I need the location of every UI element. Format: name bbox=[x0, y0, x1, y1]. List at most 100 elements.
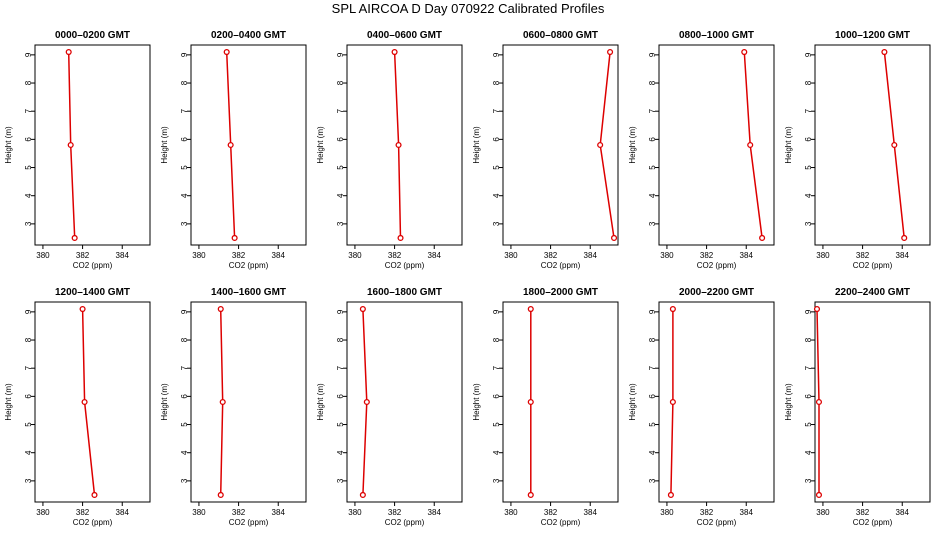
panel-9-y-tick-label: 4 bbox=[336, 450, 345, 455]
panel-3-y-tick-label: 5 bbox=[336, 165, 345, 170]
panel-12-data-point bbox=[815, 491, 823, 499]
panel-5-data-point bbox=[741, 48, 748, 56]
panel-4-y-tick-label: 5 bbox=[492, 165, 501, 170]
panel-7-data-point bbox=[81, 398, 88, 406]
panel-3-y-tick-label: 8 bbox=[336, 80, 345, 85]
panel-1-x-tick-label: 382 bbox=[76, 251, 90, 260]
panel-9-y-tick-label: 7 bbox=[336, 365, 345, 370]
panel-12-y-tick-label: 8 bbox=[804, 337, 813, 342]
panel-7-x-tick-label: 380 bbox=[36, 508, 50, 517]
panel-5-data-point bbox=[747, 141, 754, 149]
panel-1-data-point bbox=[67, 141, 74, 149]
panel-5-y-tick-label: 6 bbox=[648, 137, 657, 142]
panel-6-y-tick-label: 7 bbox=[804, 108, 813, 113]
panel-12-y-tick-label: 3 bbox=[804, 478, 813, 483]
panel-11-x-axis-label: CO2 (ppm) bbox=[697, 518, 737, 527]
panel-9-y-tick-label: 5 bbox=[336, 422, 345, 427]
panel-5-data-point bbox=[759, 234, 766, 242]
panel-4-x-axis-label: CO2 (ppm) bbox=[541, 261, 581, 270]
panel-7-x-tick-label: 382 bbox=[76, 508, 90, 517]
panel-1-plot-frame bbox=[34, 44, 151, 246]
panel-1-y-tick-label: 3 bbox=[24, 221, 33, 226]
panel-5-title: 0800–1000 GMT bbox=[679, 30, 754, 41]
panel-10-y-tick-label: 3 bbox=[492, 478, 501, 483]
panel-2-y-tick-label: 7 bbox=[180, 108, 189, 113]
panel-7-y-tick-label: 9 bbox=[24, 309, 33, 314]
panel-5-x-tick-label: 380 bbox=[660, 251, 674, 260]
panel-5-x-tick-label: 384 bbox=[740, 251, 754, 260]
panel-11-data-point bbox=[667, 491, 674, 499]
panel-2-x-axis-label: CO2 (ppm) bbox=[229, 261, 269, 270]
panel-3-y-tick-label: 4 bbox=[336, 193, 345, 198]
panel-10-y-tick-label: 4 bbox=[492, 450, 501, 455]
panel-1-data-point bbox=[65, 48, 72, 56]
panel-2-data-point bbox=[223, 48, 230, 56]
panel-8-title: 1400–1600 GMT bbox=[211, 287, 286, 298]
panel-7-y-axis-label: Height (m) bbox=[4, 383, 13, 421]
panel-12-plot-frame bbox=[814, 301, 931, 503]
panel-3-plot-frame bbox=[346, 44, 463, 246]
panel-4-x-tick-label: 380 bbox=[504, 251, 518, 260]
panel-5-y-tick-label: 3 bbox=[648, 221, 657, 226]
panel-2-y-tick-label: 4 bbox=[180, 193, 189, 198]
panel-2-y-tick-label: 3 bbox=[180, 221, 189, 226]
panel-10-y-axis-label: Height (m) bbox=[472, 383, 481, 421]
panel-11-data-point bbox=[669, 305, 676, 313]
panel-6-data-point bbox=[881, 48, 888, 56]
panel-4-x-tick-label: 384 bbox=[584, 251, 598, 260]
panel-9-y-tick-label: 9 bbox=[336, 309, 345, 314]
panel-2-data-point bbox=[231, 234, 238, 242]
panel-11-y-tick-label: 9 bbox=[648, 309, 657, 314]
panel-6-y-tick-label: 6 bbox=[804, 137, 813, 142]
panel-11-plot-frame bbox=[658, 301, 775, 503]
panel-4-y-tick-label: 7 bbox=[492, 108, 501, 113]
panel-1-y-tick-label: 4 bbox=[24, 193, 33, 198]
panel-6-title: 1000–1200 GMT bbox=[835, 30, 910, 41]
panel-11-y-tick-label: 8 bbox=[648, 337, 657, 342]
panel-1-y-tick-label: 8 bbox=[24, 80, 33, 85]
panel-5-y-tick-label: 4 bbox=[648, 193, 657, 198]
panel-9-y-axis-label: Height (m) bbox=[316, 383, 325, 421]
panel-5-plot-frame bbox=[658, 44, 775, 246]
panel-8-y-tick-label: 9 bbox=[180, 309, 189, 314]
panel-11-x-tick-label: 382 bbox=[700, 508, 714, 517]
panel-10-x-tick-label: 384 bbox=[584, 508, 598, 517]
panel-1-x-axis-label: CO2 (ppm) bbox=[73, 261, 113, 270]
panel-6-x-axis-label: CO2 (ppm) bbox=[853, 261, 893, 270]
panel-9-y-tick-label: 8 bbox=[336, 337, 345, 342]
panel-5-y-axis-label: Height (m) bbox=[628, 126, 637, 164]
panel-8-y-tick-label: 3 bbox=[180, 478, 189, 483]
panel-8-x-tick-label: 384 bbox=[272, 508, 286, 517]
panel-7-x-tick-label: 384 bbox=[116, 508, 130, 517]
panel-3-y-tick-label: 6 bbox=[336, 137, 345, 142]
panel-10-data-point bbox=[527, 491, 534, 499]
panel-3-data-point bbox=[397, 234, 404, 242]
panel-7-y-tick-label: 3 bbox=[24, 478, 33, 483]
panel-9-y-tick-label: 3 bbox=[336, 478, 345, 483]
panel-2-y-tick-label: 8 bbox=[180, 80, 189, 85]
panel-1-title: 0000–0200 GMT bbox=[55, 30, 130, 41]
panel-4-data-point bbox=[597, 141, 604, 149]
panel-5-y-tick-label: 9 bbox=[648, 52, 657, 57]
panel-2-y-tick-label: 9 bbox=[180, 52, 189, 57]
panel-8-y-tick-label: 8 bbox=[180, 337, 189, 342]
panel-3-y-tick-label: 7 bbox=[336, 108, 345, 113]
panel-1-y-tick-label: 9 bbox=[24, 52, 33, 57]
panel-4-data-point bbox=[610, 234, 618, 242]
panel-10-y-tick-label: 9 bbox=[492, 309, 501, 314]
panel-3-x-tick-label: 384 bbox=[428, 251, 442, 260]
panel-6-y-axis-label: Height (m) bbox=[784, 126, 793, 164]
panel-1-y-tick-label: 6 bbox=[24, 137, 33, 142]
panel-6-plot-frame bbox=[814, 44, 931, 246]
panel-12-data-point bbox=[813, 305, 821, 313]
panel-3-x-tick-label: 380 bbox=[348, 251, 362, 260]
panel-4-y-tick-label: 6 bbox=[492, 137, 501, 142]
panel-8-plot-frame bbox=[190, 301, 307, 503]
panel-7-data-point bbox=[79, 305, 86, 313]
panel-10-x-tick-label: 380 bbox=[504, 508, 518, 517]
panel-12-data-point bbox=[815, 398, 823, 406]
panel-9-data-point bbox=[359, 305, 366, 313]
panel-6-y-tick-label: 4 bbox=[804, 193, 813, 198]
